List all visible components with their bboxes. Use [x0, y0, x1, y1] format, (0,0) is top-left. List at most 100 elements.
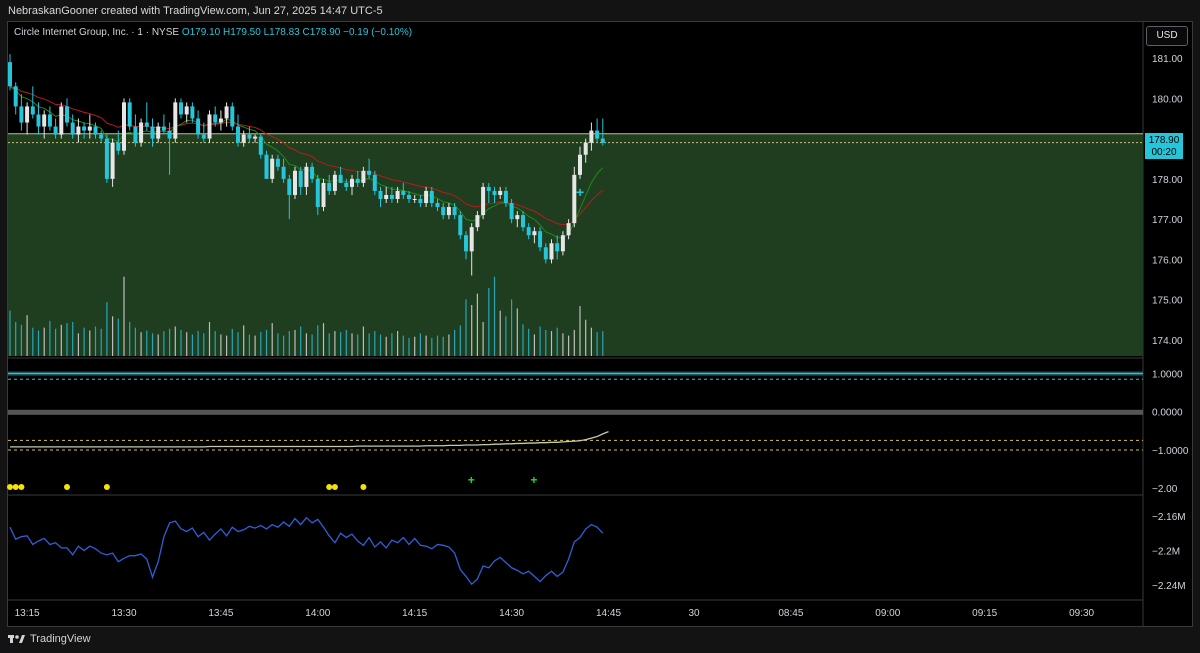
- volume-bar: [499, 310, 501, 356]
- zero-band: [8, 409, 1143, 415]
- candle-body: [407, 194, 411, 199]
- demand-zone: [8, 133, 1143, 356]
- candle-body: [47, 114, 52, 127]
- oscillator-layer: + +: [7, 371, 1143, 490]
- candle-body: [110, 142, 115, 179]
- candle-body: [236, 126, 240, 143]
- signal-dot: [103, 484, 110, 490]
- candle-body: [458, 215, 463, 236]
- volume-bar: [505, 316, 507, 356]
- time-tick-label: 14:15: [402, 608, 427, 619]
- candle-body: [384, 194, 389, 199]
- oscillator-tick-label: 1.0000: [1152, 369, 1183, 380]
- volume-bar: [100, 328, 102, 356]
- candle-body: [36, 114, 41, 127]
- oscillator-line: [10, 430, 609, 448]
- volume-bar: [573, 329, 575, 356]
- volume-bar: [391, 333, 393, 356]
- price-tick-label: 178.00: [1152, 175, 1183, 186]
- volume-bar: [163, 331, 165, 356]
- candle-body: [560, 235, 565, 252]
- volume-bar: [129, 322, 131, 356]
- candle-body: [281, 166, 286, 179]
- volume-bar: [368, 333, 370, 356]
- volume-bar: [476, 293, 478, 356]
- time-tick-label: 09:00: [875, 608, 900, 619]
- tradingview-logo[interactable]: TradingView: [8, 633, 91, 645]
- candle-body: [344, 182, 349, 187]
- volume-bar: [37, 330, 40, 356]
- volume-bar: [43, 327, 45, 356]
- volume-bar: [123, 276, 125, 356]
- candle-body: [378, 190, 383, 199]
- signal-cross: +: [468, 473, 475, 487]
- candle-body: [498, 190, 503, 195]
- volume-bar: [237, 332, 239, 356]
- volume-bar: [471, 305, 473, 356]
- candle-body: [583, 142, 588, 155]
- volume-bar: [220, 334, 222, 356]
- candle-body: [253, 136, 258, 139]
- signal-cross: +: [530, 473, 537, 487]
- volume-bar: [277, 333, 279, 356]
- candle-body: [600, 138, 605, 143]
- volume-bar: [112, 316, 114, 356]
- signal-dot: [7, 484, 13, 490]
- candle-body: [264, 154, 269, 179]
- volume-bar: [425, 335, 427, 356]
- volume-bar: [459, 325, 461, 356]
- tradingview-logo-icon: [8, 635, 25, 643]
- zone-layer: [8, 133, 1143, 356]
- volume-bar: [482, 322, 484, 356]
- candle-body: [521, 215, 525, 228]
- candle-body: [389, 194, 394, 199]
- volume-bar: [186, 332, 188, 356]
- candle-body: [395, 190, 400, 199]
- candle-body: [133, 126, 138, 143]
- volume-bar: [157, 334, 159, 356]
- candle-body: [59, 106, 64, 135]
- candle-body: [367, 170, 372, 175]
- candle-body: [190, 106, 195, 119]
- volume-bar: [214, 331, 216, 356]
- volume-bar: [539, 326, 541, 356]
- volume-bar: [516, 308, 518, 356]
- symbol-legend[interactable]: Circle Internet Group, Inc. · 1 · NYSE O…: [14, 27, 412, 38]
- candle-body: [429, 190, 434, 204]
- time-tick-label: 14:00: [305, 608, 330, 619]
- cvd-tick-label: −2.16M: [1152, 512, 1186, 523]
- volume-bar: [26, 315, 28, 356]
- volume-bar: [15, 322, 17, 356]
- volume-bar: [271, 323, 273, 356]
- cvd-layer: [9, 516, 604, 586]
- price-tick-label: 175.00: [1152, 296, 1183, 307]
- volume-bar: [568, 335, 570, 356]
- legend-symbol: Circle Internet Group, Inc. · 1 · NYSE: [14, 27, 180, 38]
- legend-change: −0.19 (−0.10%): [343, 27, 413, 38]
- volume-bar: [32, 327, 34, 356]
- volume-bar: [146, 330, 148, 356]
- volume-bar: [66, 323, 68, 356]
- candle-body: [555, 243, 560, 252]
- volume-bar: [590, 327, 592, 356]
- volume-bar: [550, 331, 553, 356]
- candle-body: [441, 207, 446, 216]
- candle-body: [161, 126, 166, 131]
- candle-body: [53, 126, 58, 135]
- volume-bar: [77, 333, 79, 356]
- candle-body: [424, 190, 429, 204]
- cvd-tick-label: −2.24M: [1152, 581, 1186, 592]
- candle-body: [293, 170, 297, 195]
- candle-body: [543, 247, 548, 260]
- price-tick-label: 177.00: [1152, 215, 1183, 226]
- oscillator-tick-label: −1.0000: [1152, 446, 1189, 457]
- volume-bar: [83, 327, 85, 356]
- volume-bar: [385, 336, 387, 356]
- currency-button[interactable]: USD: [1146, 26, 1188, 46]
- candle-body: [515, 215, 520, 220]
- price-tick-label: 181.00: [1152, 54, 1183, 65]
- volume-bar: [208, 322, 211, 356]
- candle-body: [566, 223, 571, 236]
- candle-body: [196, 118, 201, 135]
